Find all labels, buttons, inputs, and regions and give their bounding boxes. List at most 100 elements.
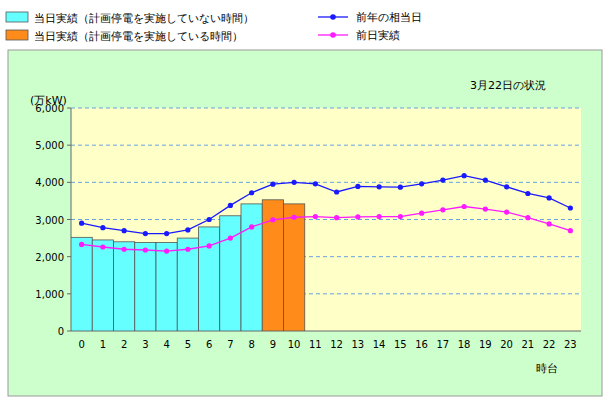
- grid-line: [71, 182, 581, 183]
- line: [82, 206, 571, 251]
- y-tick-label: 5,000: [35, 140, 64, 151]
- line-marker: [504, 184, 509, 189]
- x-tick-label: 23: [564, 339, 577, 350]
- bar: [156, 243, 177, 331]
- line-marker: [122, 247, 127, 252]
- line-marker: [504, 209, 509, 214]
- bar: [220, 216, 241, 331]
- y-tick-label: 4,000: [35, 177, 64, 188]
- chart-panel: [8, 50, 602, 396]
- x-tick-label: 15: [394, 339, 407, 350]
- line-marker: [270, 217, 275, 222]
- x-axis-label: 時台: [536, 362, 558, 375]
- legend-item: 前日実績: [318, 29, 400, 41]
- line-marker: [143, 247, 148, 252]
- bar: [71, 237, 92, 331]
- y-tick: [67, 293, 71, 294]
- y-tick-label: 2,000: [35, 252, 64, 263]
- line-marker: [143, 231, 148, 236]
- line-marker: [419, 211, 424, 216]
- line-marker: [377, 184, 382, 189]
- x-tick-label: 7: [227, 339, 233, 350]
- legend-label: 当日実績（計画停電を実施している時間）: [34, 30, 243, 42]
- line-marker: [355, 184, 360, 189]
- line-marker: [483, 178, 488, 183]
- line-marker: [355, 214, 360, 219]
- title: 3月22日の状況: [470, 79, 546, 92]
- x-tick-label: 17: [437, 339, 450, 350]
- line-marker: [462, 173, 467, 178]
- legend-item: 前年の相当日: [318, 11, 422, 23]
- line-marker: [568, 205, 573, 210]
- y-tick: [67, 219, 71, 220]
- legend-label: 前日実績: [356, 29, 400, 41]
- bar: [92, 240, 113, 331]
- line-marker: [185, 227, 190, 232]
- line-marker: [313, 214, 318, 219]
- x-tick-label: 9: [270, 339, 276, 350]
- legend-label: 前年の相当日: [356, 11, 422, 23]
- line-marker: [398, 214, 403, 219]
- line-marker: [207, 217, 212, 222]
- bar: [177, 238, 198, 331]
- x-tick-label: 0: [78, 339, 84, 350]
- x-tick-label: 8: [248, 339, 254, 350]
- line-marker: [292, 215, 297, 220]
- x-tick-label: 13: [352, 339, 365, 350]
- x-tick-label: 2: [121, 339, 127, 350]
- line-marker: [525, 215, 530, 220]
- bar: [114, 242, 135, 331]
- line-marker: [185, 247, 190, 252]
- x-tick-label: 16: [415, 339, 428, 350]
- grid-line: [71, 145, 581, 146]
- bar: [241, 204, 262, 331]
- legend-swatch: [6, 12, 28, 22]
- x-tick-label: 12: [330, 339, 343, 350]
- line-marker: [334, 215, 339, 220]
- line-marker: [398, 185, 403, 190]
- x-tick-label: 3: [142, 339, 148, 350]
- x-tick-label: 6: [206, 339, 212, 350]
- line-marker: [462, 204, 467, 209]
- plot-background: [71, 108, 581, 331]
- line-marker: [270, 182, 275, 187]
- line-marker: [440, 207, 445, 212]
- marks: [71, 173, 573, 331]
- line-marker: [547, 221, 552, 226]
- line-marker: [79, 221, 84, 226]
- x-tick-label: 21: [522, 339, 535, 350]
- legend-item: 当日実績（計画停電を実施していない時間）: [6, 12, 254, 24]
- legend-label: 当日実績（計画停電を実施していない時間）: [34, 12, 254, 24]
- legend-marker: [330, 14, 336, 20]
- line: [82, 176, 571, 234]
- y-tick-label: 3,000: [35, 215, 64, 226]
- x-tick-label: 20: [500, 339, 513, 350]
- line-marker: [122, 228, 127, 233]
- line-marker: [100, 244, 105, 249]
- line-marker: [377, 214, 382, 219]
- bar: [284, 204, 305, 331]
- x-tick-label: 18: [458, 339, 471, 350]
- y-tick: [67, 331, 71, 332]
- line-marker: [164, 248, 169, 253]
- line-marker: [547, 195, 552, 200]
- y-tick: [67, 108, 71, 109]
- grid-line: [71, 108, 581, 109]
- x-tick-label: 4: [163, 339, 169, 350]
- x-tick-label: 11: [309, 339, 322, 350]
- line-marker: [228, 235, 233, 240]
- legend-item: 当日実績（計画停電を実施している時間）: [6, 30, 243, 42]
- x-tick-label: 1: [100, 339, 106, 350]
- line-marker: [419, 181, 424, 186]
- line-marker: [228, 203, 233, 208]
- y-tick-label: 1,000: [35, 289, 64, 300]
- legend-marker: [330, 32, 336, 38]
- x-tick-label: 10: [288, 339, 301, 350]
- line-marker: [334, 189, 339, 194]
- y-tick: [67, 256, 71, 257]
- chart-svg: 01,0002,0003,0004,0005,0006,000012345678…: [0, 0, 610, 400]
- line-marker: [249, 224, 254, 229]
- line-marker: [249, 190, 254, 195]
- y-tick-label: 0: [58, 326, 64, 337]
- x-tick-label: 22: [543, 339, 556, 350]
